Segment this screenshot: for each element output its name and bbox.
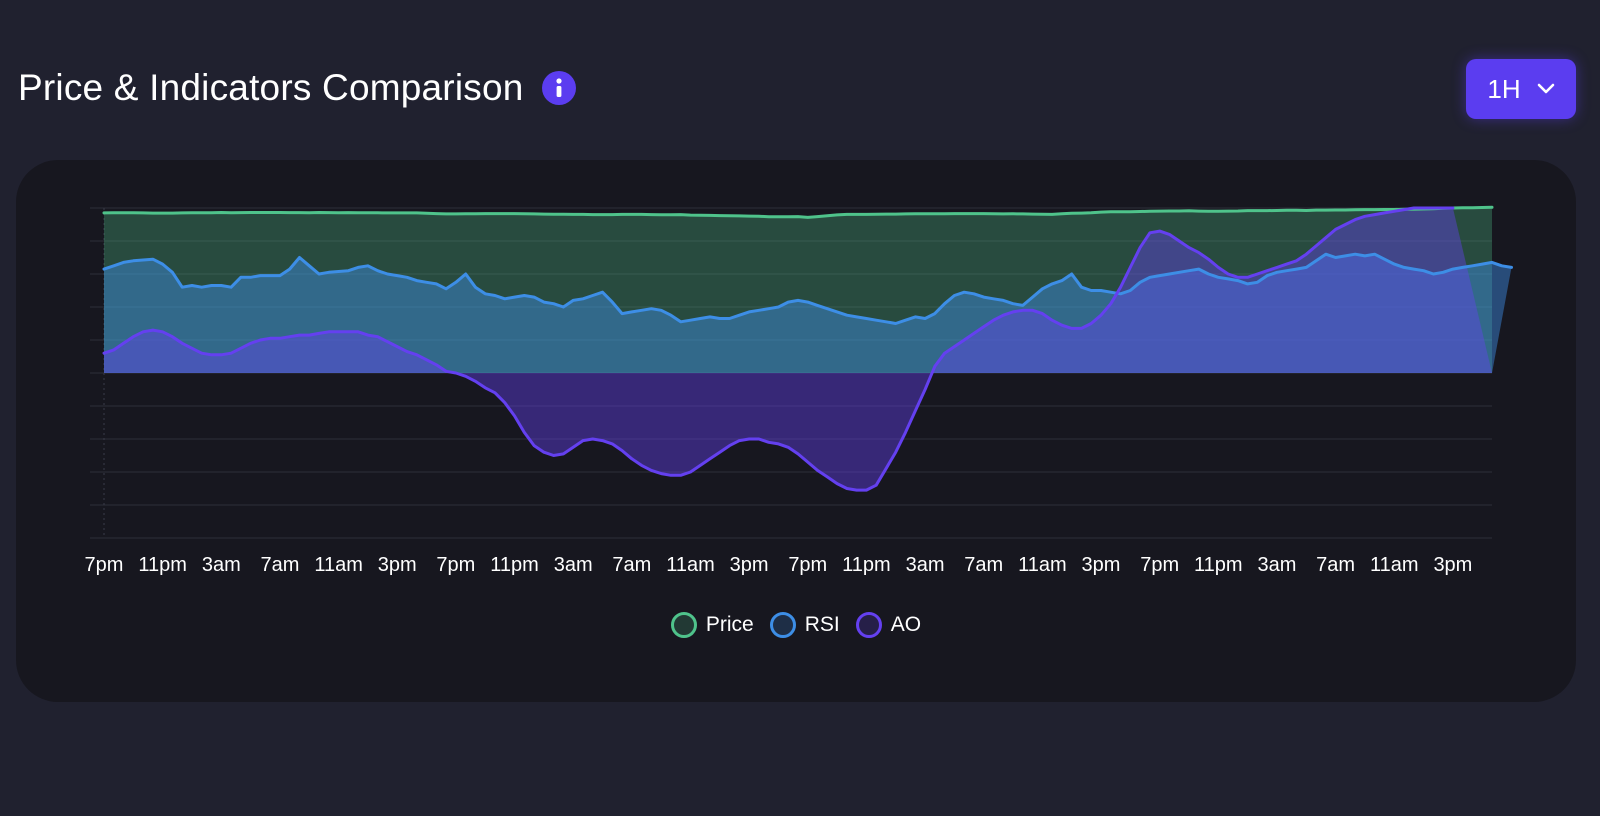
x-tick-label: 7pm	[436, 554, 475, 576]
legend-label-rsi: RSI	[804, 613, 840, 636]
x-tick-label: 7am	[260, 554, 299, 576]
legend-swatch-price	[670, 612, 697, 638]
x-tick-label: 3am	[906, 554, 945, 576]
x-tick-label: 7pm	[1140, 554, 1179, 576]
timeframe-label: 1H	[1487, 73, 1521, 104]
legend-item-rsi[interactable]: RSI	[769, 612, 840, 638]
x-tick-label: 11am	[1018, 554, 1067, 576]
x-tick-label: 11am	[1370, 554, 1419, 576]
info-icon-glyph	[555, 78, 562, 97]
x-tick-label: 11pm	[490, 554, 539, 576]
x-tick-label: 7pm	[788, 554, 827, 576]
series-lines	[102, 205, 1513, 492]
legend-swatch-ao	[855, 612, 882, 638]
legend-item-price[interactable]: Price	[670, 612, 754, 638]
legend-item-ao[interactable]: AO	[855, 612, 922, 638]
x-tick-label: 11pm	[1194, 554, 1243, 576]
legend-swatch-rsi	[769, 612, 796, 638]
x-tick-label: 3pm	[730, 554, 769, 576]
grid-lines	[90, 207, 1492, 539]
line-ao[interactable]	[102, 206, 1455, 492]
x-tick-label: 11am	[666, 554, 715, 576]
area-price	[104, 207, 1492, 373]
x-tick-label: 3pm	[1082, 554, 1121, 576]
chart-canvas: 7pm 11pm 3am 7am 11am 3pm 7pm 11pm 3am 7am 11am 3pm…	[85, 205, 1513, 576]
chart-legend: Price RSI AO	[16, 612, 1576, 638]
x-tick-label: 7am	[612, 554, 651, 576]
legend-label-ao: AO	[890, 613, 922, 636]
page-title: Price & Indicators Comparison	[18, 67, 524, 108]
line-rsi[interactable]	[102, 252, 1513, 325]
x-tick-label: 3am	[202, 554, 241, 576]
timeframe-dropdown[interactable]: 1H	[1466, 59, 1576, 119]
x-axis-labels: 7pm 11pm 3am 7am 11am 3pm 7pm 11pm 3am 7am 11am 3pm…	[85, 554, 1473, 576]
chart-card: 7pm 11pm 3am 7am 11am 3pm 7pm 11pm 3am 7am 11am 3pm…	[16, 160, 1576, 702]
chart-header: Price & Indicators Comparison	[18, 58, 576, 118]
legend-label-price: Price	[705, 613, 754, 636]
x-tick-label: 3pm	[378, 554, 417, 576]
x-tick-label: 7am	[964, 554, 1003, 576]
x-tick-label: 3pm	[1433, 554, 1472, 576]
x-tick-label: 7pm	[85, 554, 124, 576]
x-tick-label: 11pm	[138, 554, 187, 576]
x-tick-label: 11am	[314, 554, 363, 576]
line-price[interactable]	[102, 205, 1494, 219]
x-tick-label: 3am	[1258, 554, 1297, 576]
x-tick-label: 11pm	[842, 554, 891, 576]
chevron-down-icon	[1537, 83, 1554, 94]
x-tick-label: 7am	[1316, 554, 1355, 576]
x-tick-label: 3am	[554, 554, 593, 576]
info-icon[interactable]	[541, 71, 576, 105]
series-areas	[104, 207, 1512, 491]
